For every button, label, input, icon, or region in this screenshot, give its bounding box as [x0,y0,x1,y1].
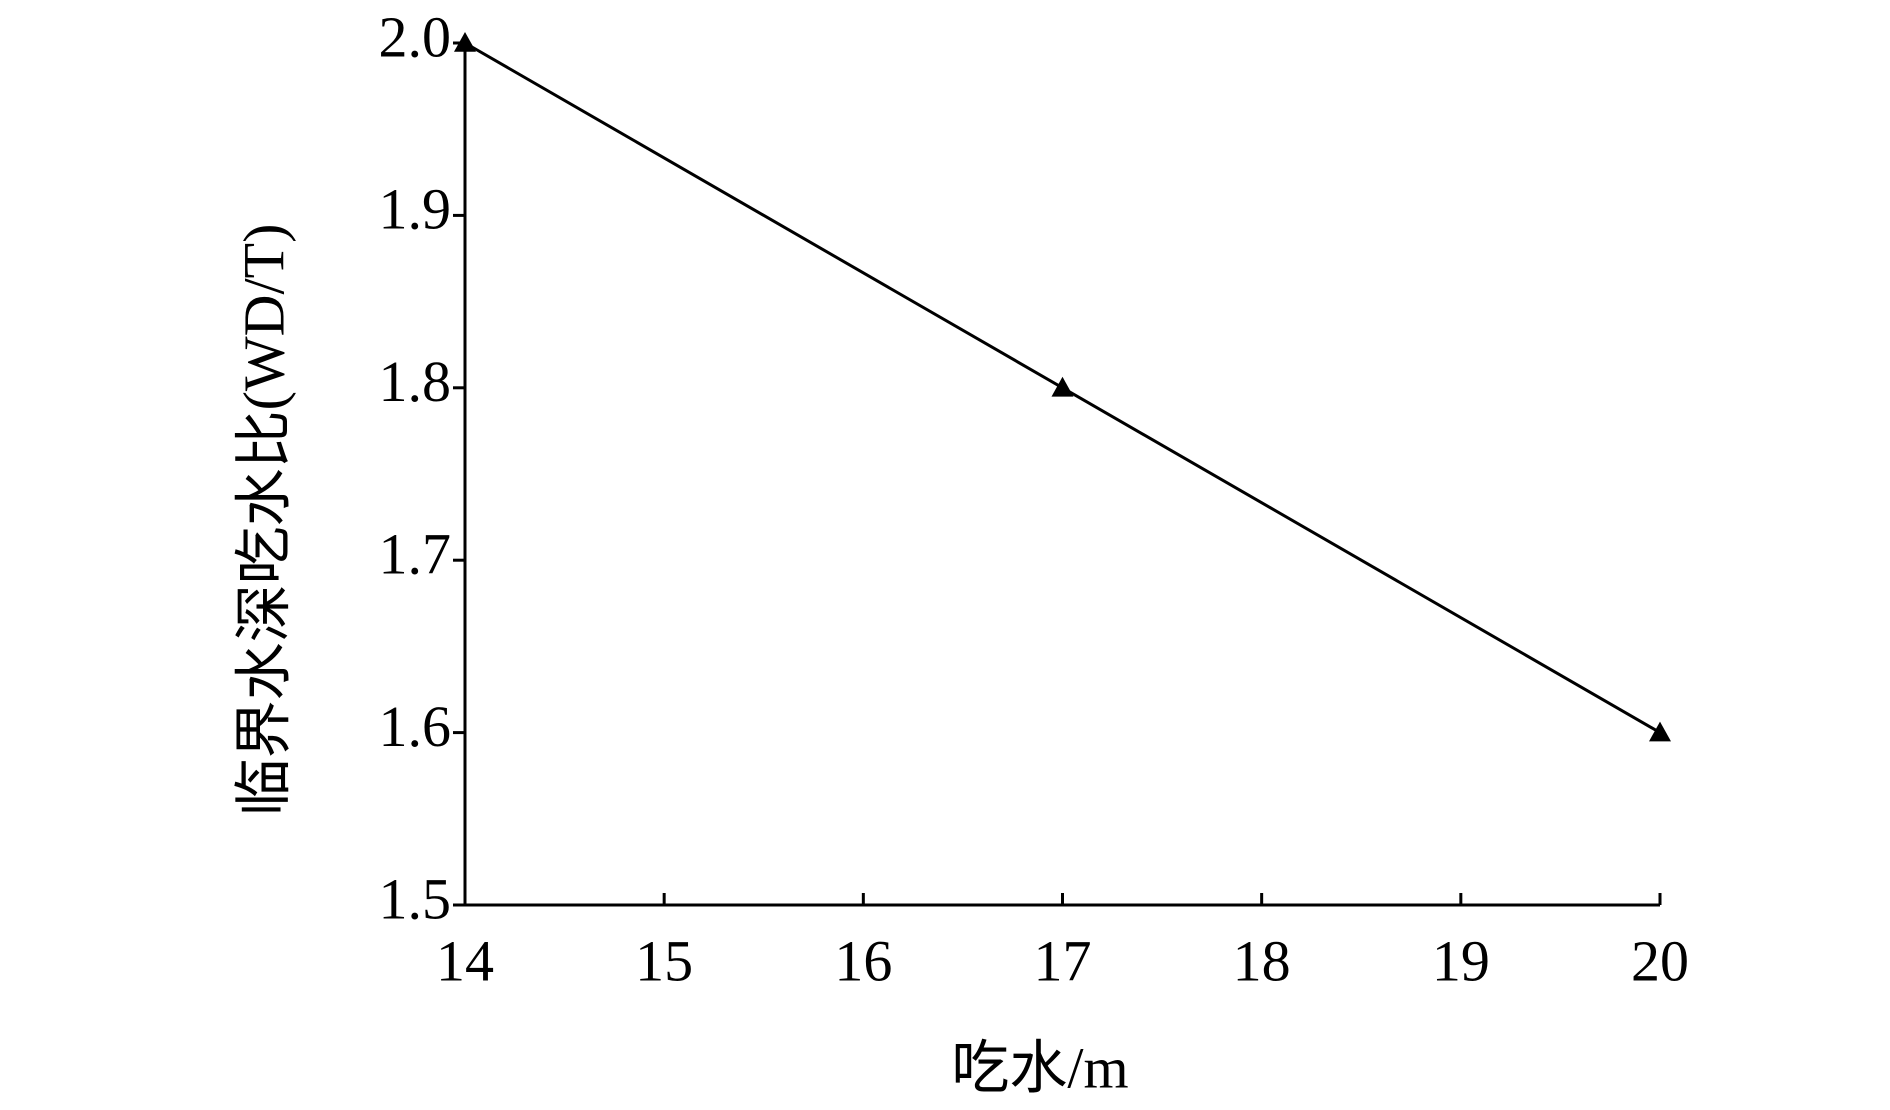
x-tick-label: 17 [1034,928,1092,993]
y-axis-label: 临界水深吃水比(WD/T) [231,224,296,817]
y-tick-label: 1.9 [379,177,452,242]
y-tick-label: 1.8 [379,349,452,414]
y-tick-label: 1.5 [379,866,452,931]
x-tick-label: 14 [436,928,494,993]
y-tick-label: 1.7 [379,522,452,587]
marker [1051,376,1074,397]
marker [1649,721,1671,742]
marker [454,32,476,52]
x-axis-label: 吃水/m [951,1035,1128,1100]
y-tick-label: 1.6 [379,694,452,759]
x-tick-label: 16 [834,928,892,993]
x-tick-label: 15 [635,928,693,993]
x-tick-label: 19 [1432,928,1490,993]
y-tick-label: 2.0 [379,4,452,69]
x-tick-label: 20 [1631,928,1689,993]
x-tick-label: 18 [1233,928,1291,993]
